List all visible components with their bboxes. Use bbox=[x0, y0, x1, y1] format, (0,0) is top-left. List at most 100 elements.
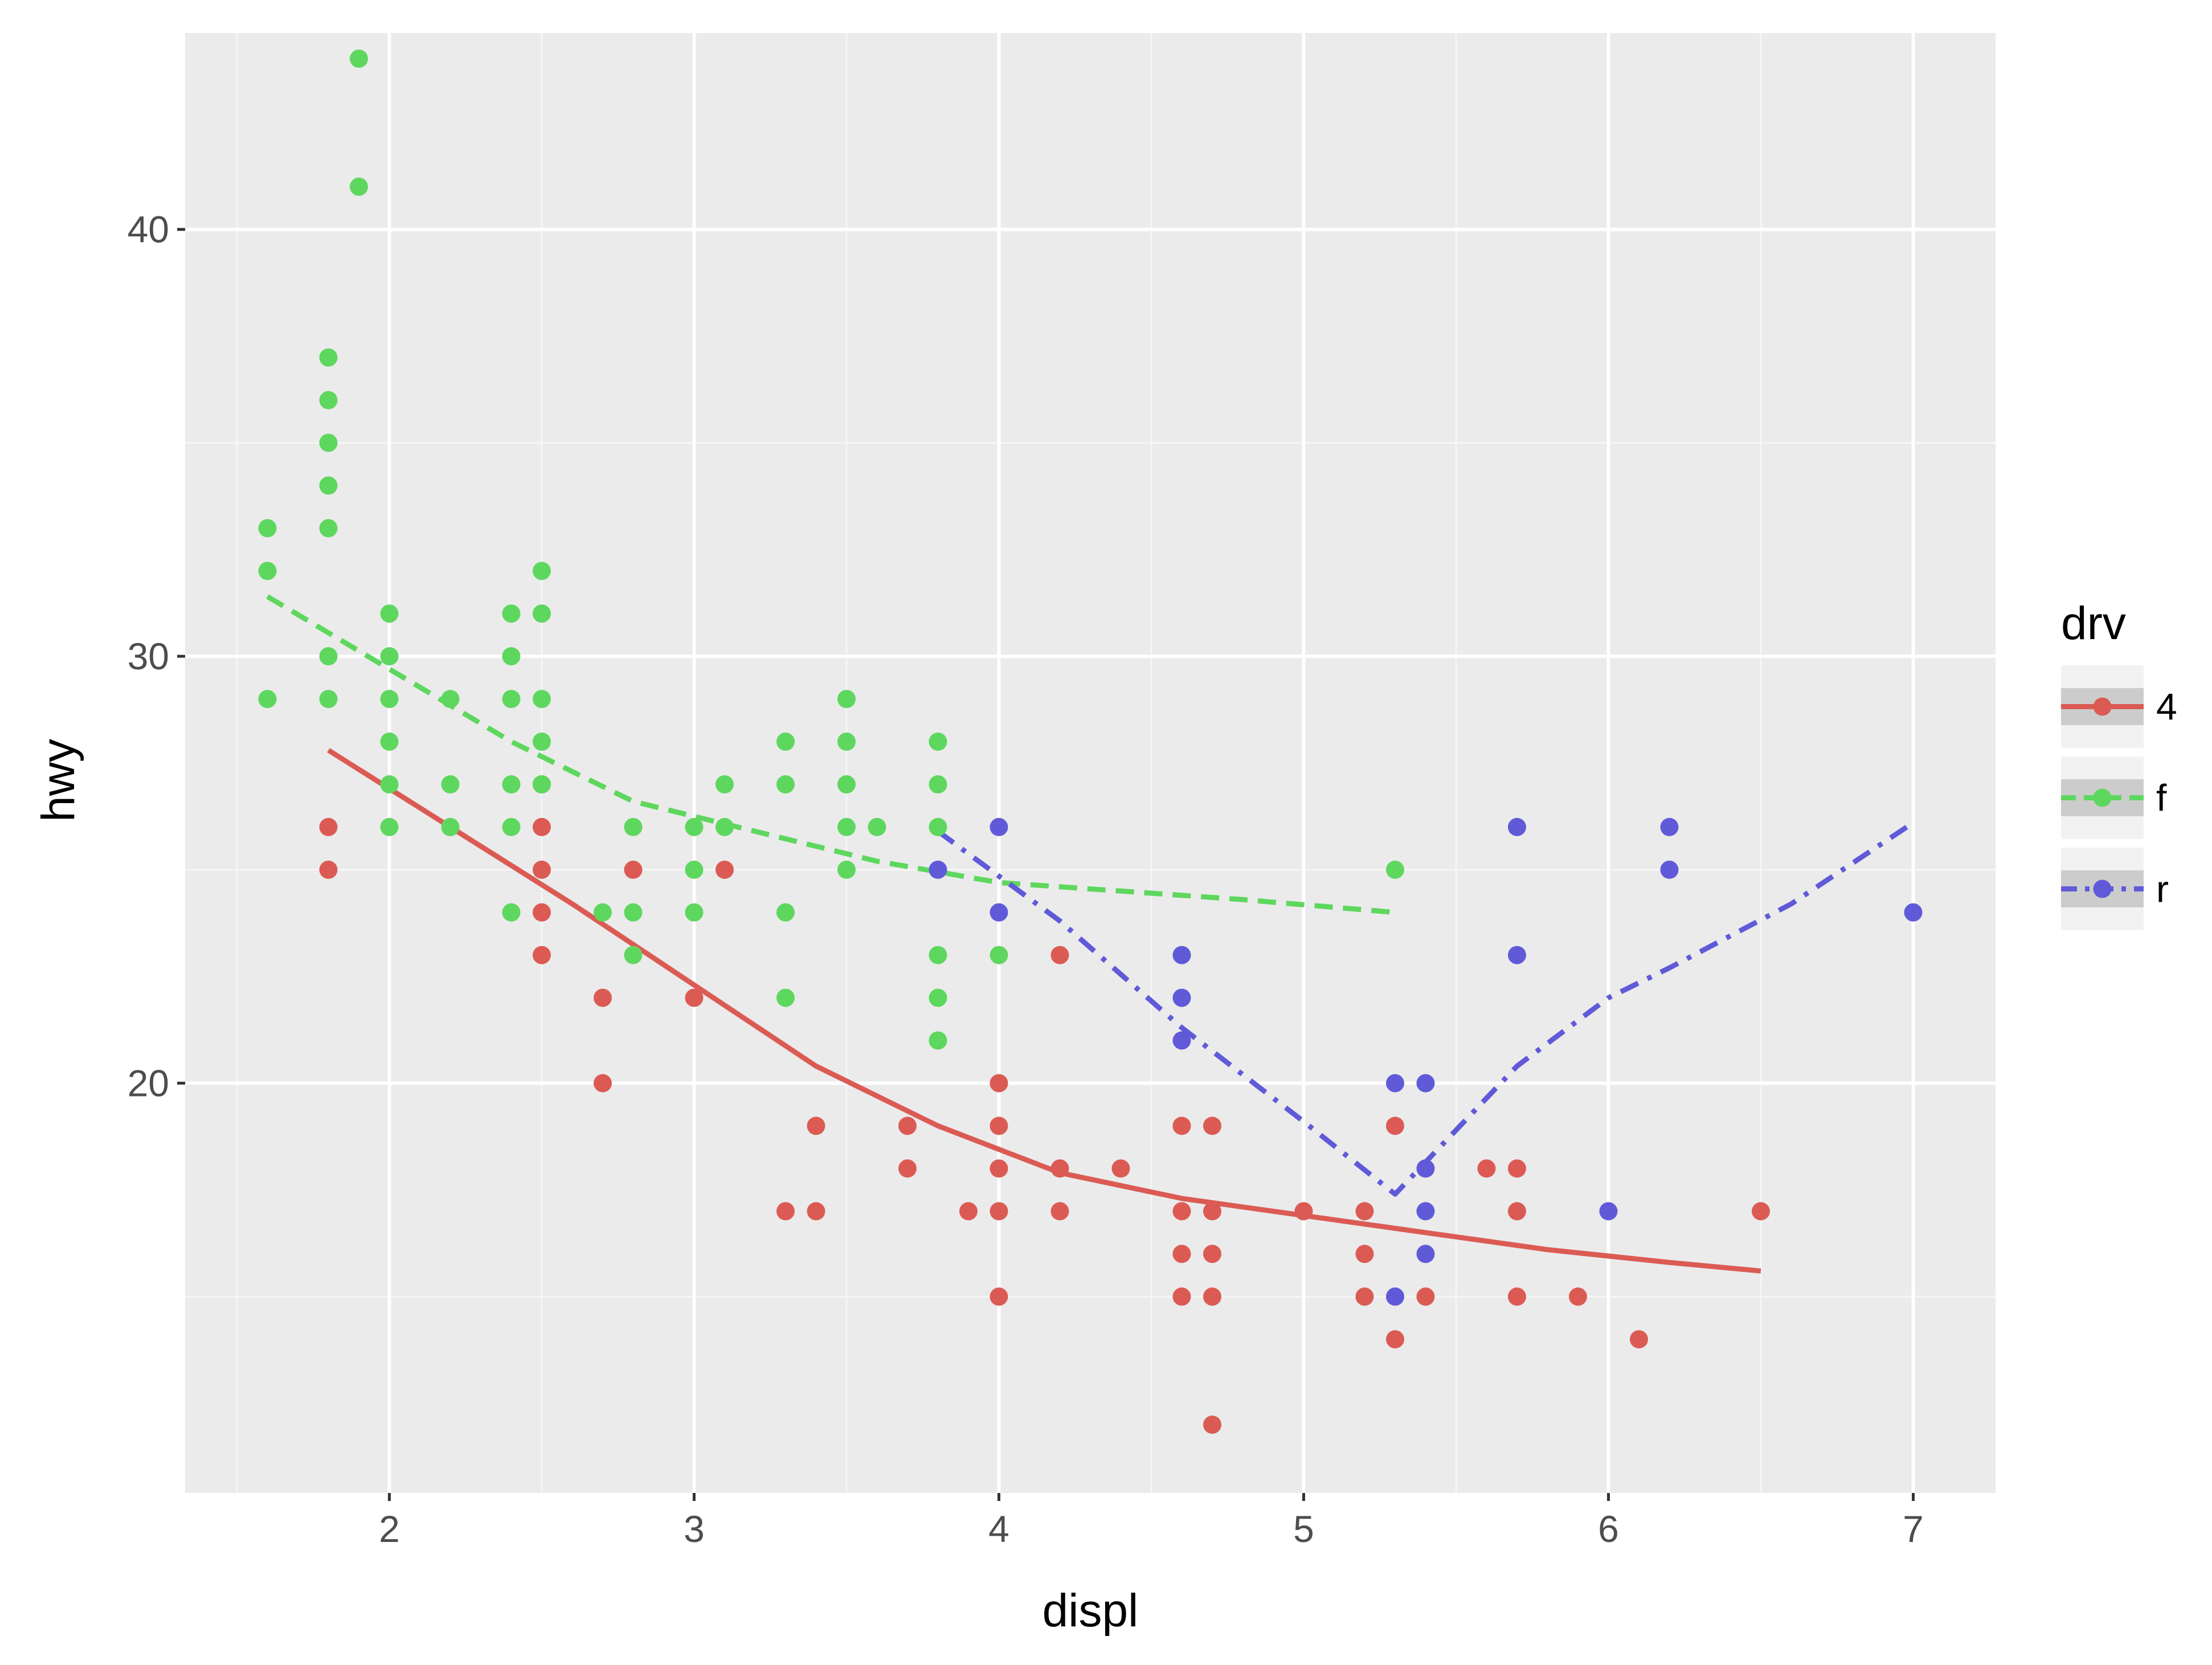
data-point-r bbox=[929, 860, 947, 879]
data-point-f bbox=[319, 519, 338, 538]
data-point-4 bbox=[990, 1159, 1008, 1178]
data-point-4 bbox=[1386, 1330, 1404, 1349]
data-point-f bbox=[502, 775, 521, 793]
data-point-f bbox=[929, 1031, 947, 1050]
data-point-f bbox=[380, 817, 399, 836]
data-point-f bbox=[929, 817, 947, 836]
legend-key-point bbox=[2093, 788, 2112, 807]
data-point-f bbox=[533, 562, 551, 580]
data-point-f bbox=[685, 817, 704, 836]
data-point-4 bbox=[1477, 1159, 1496, 1178]
data-point-f bbox=[837, 860, 856, 879]
data-point-4 bbox=[1203, 1116, 1221, 1135]
data-point-r bbox=[1599, 1202, 1618, 1221]
data-point-r bbox=[1416, 1245, 1435, 1263]
data-point-r bbox=[1386, 1287, 1404, 1306]
data-point-f bbox=[441, 817, 460, 836]
data-point-4 bbox=[1203, 1287, 1221, 1306]
data-point-f bbox=[380, 733, 399, 751]
data-point-r bbox=[1172, 988, 1191, 1007]
data-point-4 bbox=[533, 903, 551, 922]
data-point-f bbox=[319, 433, 338, 452]
legend-label: 4 bbox=[2156, 686, 2177, 728]
legend-label: f bbox=[2156, 777, 2167, 819]
data-point-f bbox=[319, 690, 338, 709]
data-point-4 bbox=[715, 860, 734, 879]
data-point-r bbox=[1508, 946, 1526, 964]
data-point-4 bbox=[1355, 1287, 1374, 1306]
x-axis: 2 3 4 5 6 7 bbox=[379, 1493, 1924, 1550]
x-axis-title: displ bbox=[1042, 1585, 1139, 1637]
data-point-4 bbox=[959, 1202, 978, 1221]
y-tick-label: 20 bbox=[128, 1062, 169, 1104]
data-point-f bbox=[990, 946, 1008, 964]
data-point-f bbox=[624, 817, 643, 836]
data-point-4 bbox=[1203, 1202, 1221, 1221]
data-point-r bbox=[1416, 1159, 1435, 1178]
data-point-f bbox=[350, 177, 368, 196]
data-point-4 bbox=[1172, 1287, 1191, 1306]
panel-background bbox=[185, 33, 1996, 1493]
data-point-f bbox=[715, 775, 734, 793]
data-point-f bbox=[533, 604, 551, 623]
data-point-4 bbox=[1508, 1159, 1526, 1178]
data-point-4 bbox=[1050, 1159, 1069, 1178]
data-point-f bbox=[380, 647, 399, 666]
legend-key-point bbox=[2093, 879, 2112, 898]
data-point-r bbox=[1660, 817, 1679, 836]
data-point-f bbox=[319, 348, 338, 367]
data-point-f bbox=[837, 690, 856, 709]
data-point-f bbox=[929, 946, 947, 964]
data-point-f bbox=[837, 733, 856, 751]
data-point-4 bbox=[1569, 1287, 1587, 1306]
y-tick-label: 30 bbox=[128, 635, 169, 677]
data-point-f bbox=[441, 690, 460, 709]
data-point-r bbox=[1416, 1202, 1435, 1221]
data-point-r bbox=[1416, 1074, 1435, 1093]
legend-key-point bbox=[2093, 697, 2112, 716]
data-point-f bbox=[776, 775, 795, 793]
data-point-f bbox=[624, 903, 643, 922]
data-point-4 bbox=[1203, 1245, 1221, 1263]
data-point-f bbox=[685, 860, 704, 879]
data-point-f bbox=[533, 690, 551, 709]
data-point-f bbox=[837, 817, 856, 836]
data-point-4 bbox=[807, 1202, 825, 1221]
y-tick-label: 40 bbox=[128, 208, 169, 251]
data-point-f bbox=[502, 647, 521, 666]
data-point-4 bbox=[533, 817, 551, 836]
data-point-f bbox=[502, 604, 521, 623]
data-point-f bbox=[502, 817, 521, 836]
data-point-4 bbox=[1508, 1202, 1526, 1221]
data-point-4 bbox=[807, 1116, 825, 1135]
x-tick-label: 3 bbox=[684, 1508, 705, 1550]
data-point-4 bbox=[533, 946, 551, 964]
data-point-f bbox=[624, 946, 643, 964]
data-points bbox=[258, 50, 1923, 1434]
data-point-r bbox=[990, 903, 1008, 922]
data-point-4 bbox=[1630, 1330, 1648, 1349]
data-point-4 bbox=[1386, 1116, 1404, 1135]
data-point-4 bbox=[990, 1116, 1008, 1135]
data-point-f bbox=[776, 733, 795, 751]
legend-item-r: r bbox=[2061, 848, 2169, 930]
y-axis-title: hwy bbox=[32, 739, 84, 822]
data-point-4 bbox=[990, 1074, 1008, 1093]
smooth-line-r bbox=[936, 820, 1915, 1197]
data-point-f bbox=[1386, 860, 1404, 879]
data-point-f bbox=[715, 817, 734, 836]
legend-item-4: 4 bbox=[2061, 665, 2177, 748]
data-point-f bbox=[776, 988, 795, 1007]
x-tick-label: 5 bbox=[1293, 1508, 1314, 1550]
x-tick-label: 6 bbox=[1598, 1508, 1619, 1550]
legend-title: drv bbox=[2061, 598, 2126, 649]
data-point-4 bbox=[533, 860, 551, 879]
data-point-f bbox=[929, 775, 947, 793]
legend: drv 4 f r bbox=[2061, 598, 2177, 930]
data-point-4 bbox=[594, 1074, 612, 1093]
legend-label: r bbox=[2156, 868, 2169, 910]
data-point-4 bbox=[319, 860, 338, 879]
data-point-r bbox=[1386, 1074, 1404, 1093]
data-point-f bbox=[441, 775, 460, 793]
